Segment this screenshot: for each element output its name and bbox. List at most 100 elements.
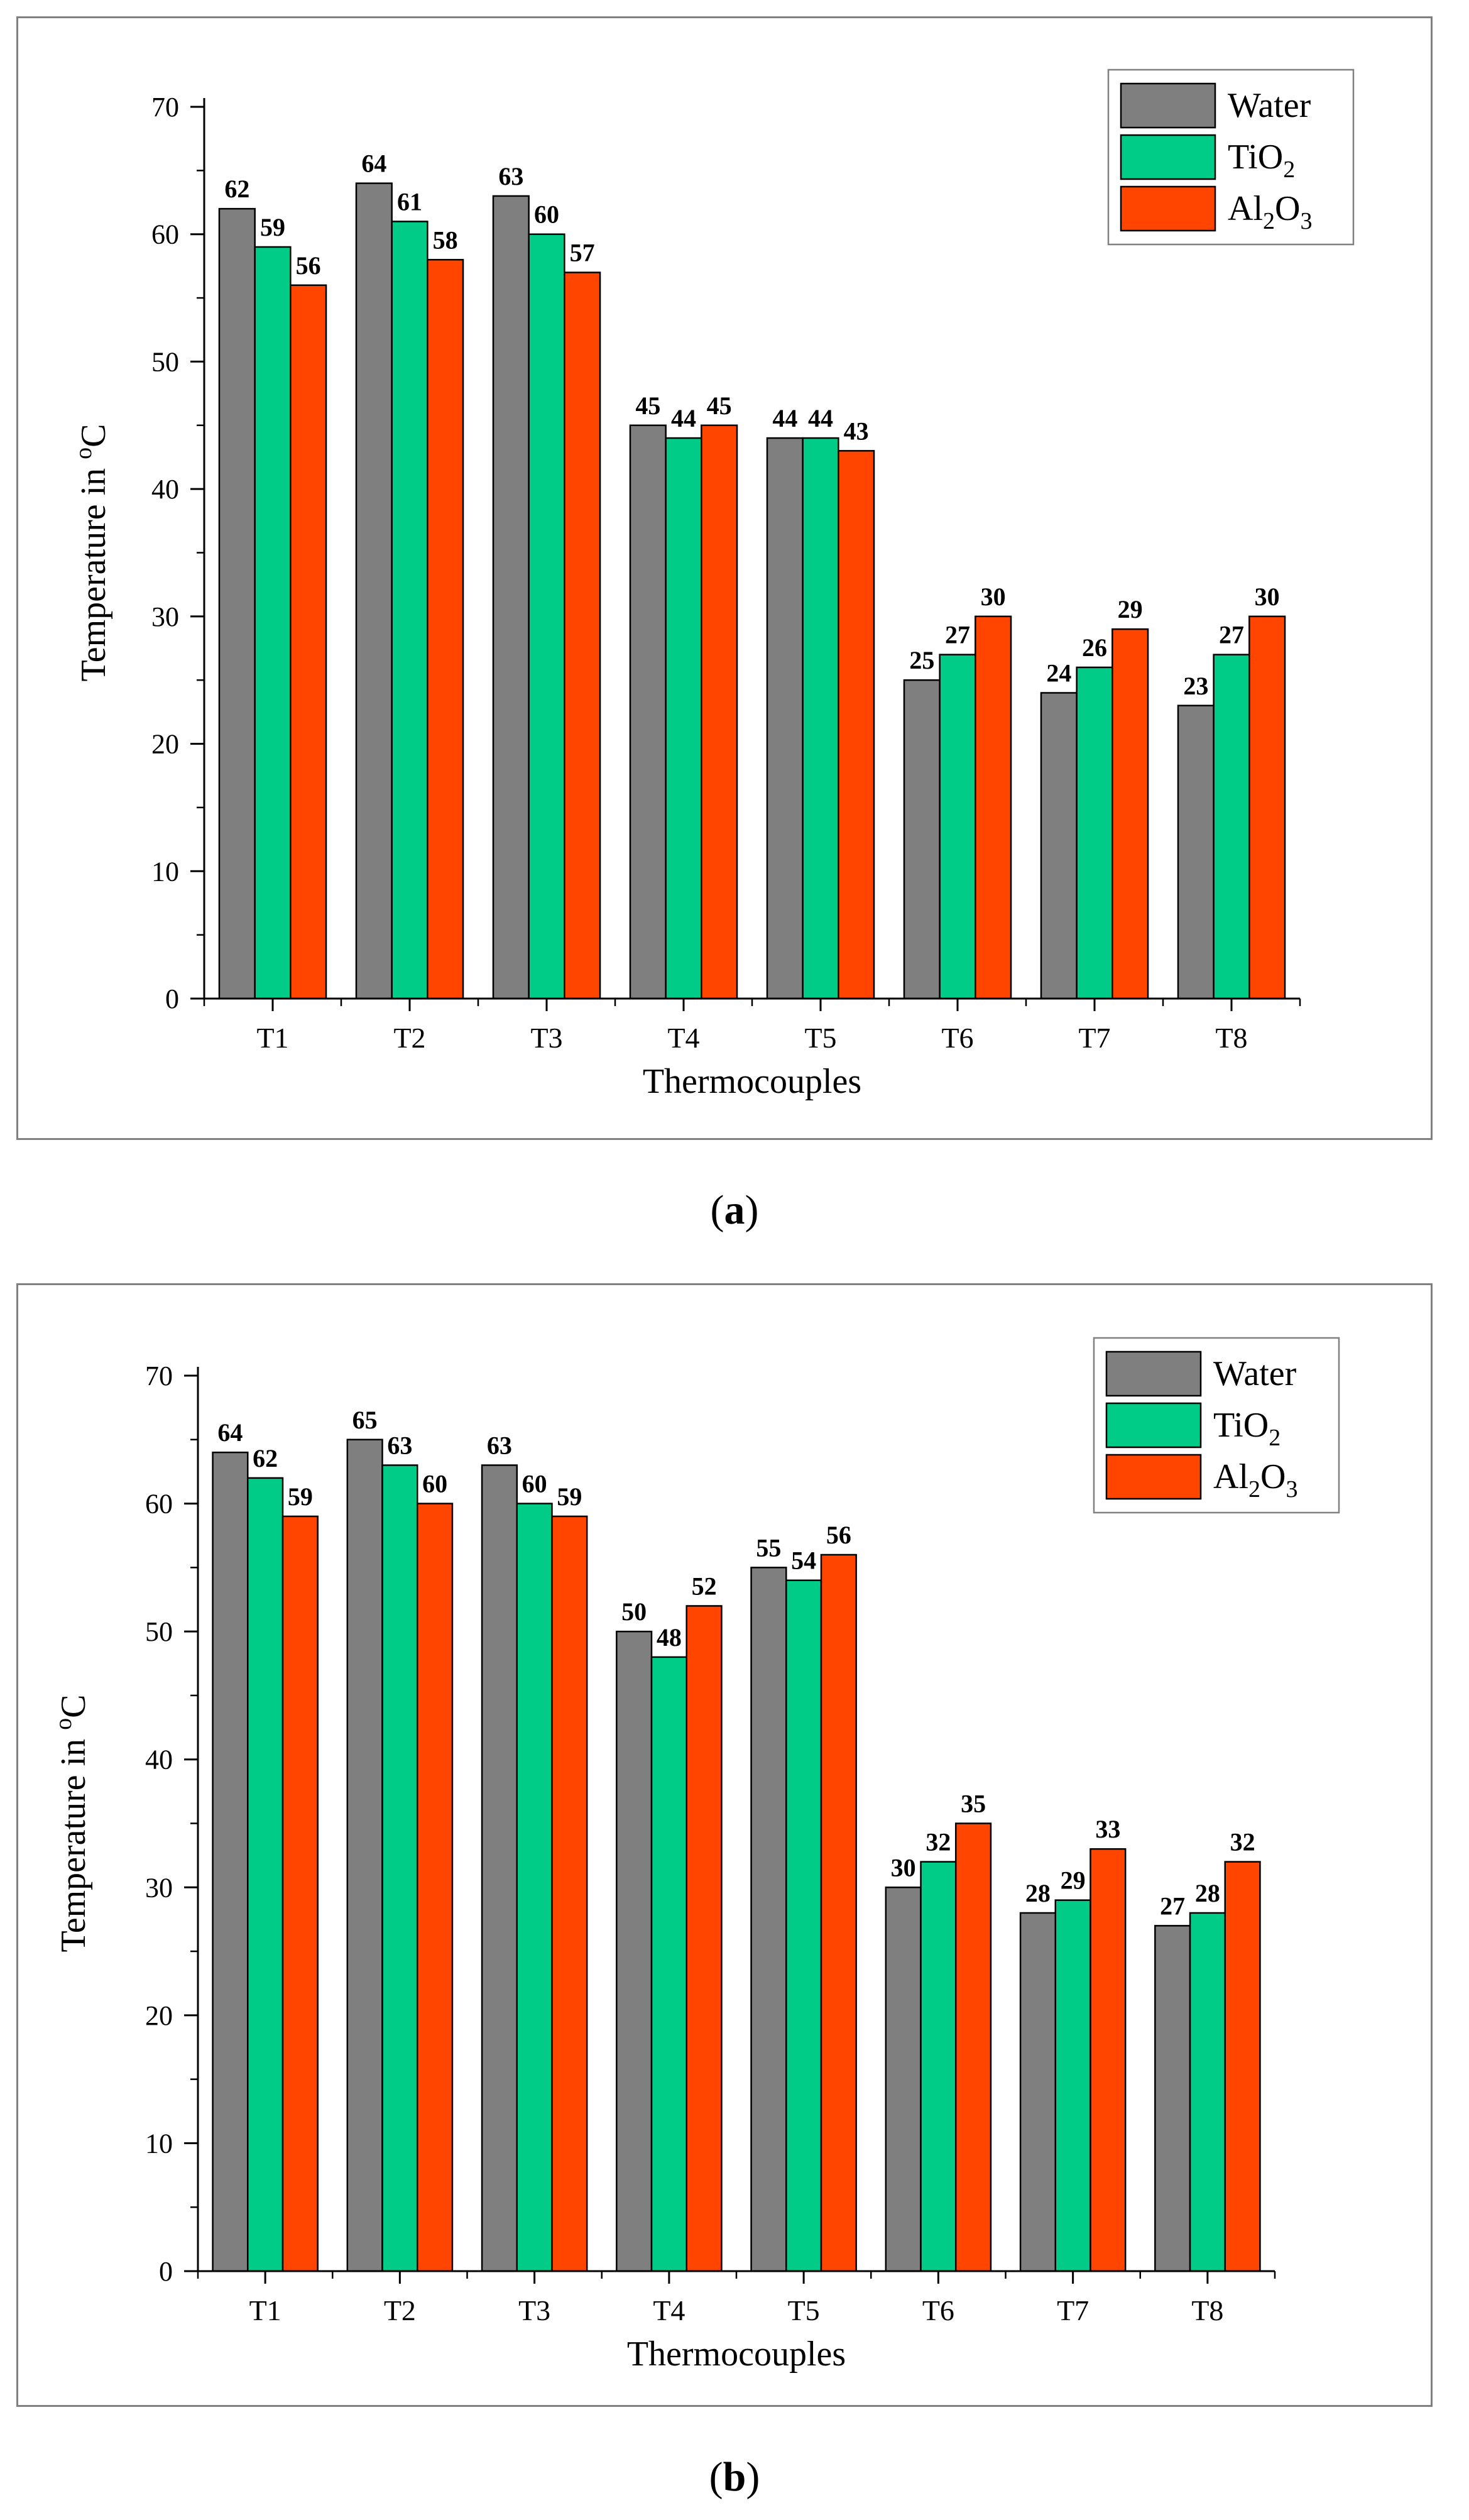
bar-TiO2-T5	[785, 1579, 822, 2272]
legend-swatch-Water	[1105, 1350, 1202, 1397]
bar-TiO2-T4	[650, 1656, 687, 2272]
value-label-Al2O3-T6: 30	[981, 583, 1006, 611]
bar-TiO2-T2	[381, 1464, 418, 2272]
bar-TiO2-T8	[1189, 1912, 1226, 2272]
y-axis-title: Temperature in oC	[70, 424, 113, 681]
bar-Water-T2	[355, 182, 393, 1000]
legend-swatch-Water	[1120, 82, 1216, 129]
y-tick-label-10: 10	[145, 2128, 173, 2159]
bar-TiO2-T7	[1076, 666, 1113, 1000]
x-tick-label-T2: T2	[384, 2294, 416, 2326]
value-label-Al2O3-T3: 57	[570, 239, 595, 267]
bar-Al2O3-T2	[427, 259, 464, 1000]
bar-Water-T5	[766, 437, 804, 1000]
bar-Al2O3-T2	[416, 1503, 454, 2272]
value-label-TiO2-T2: 63	[387, 1432, 412, 1460]
bar-TiO2-T6	[939, 654, 976, 1000]
bar-Water-T3	[481, 1464, 518, 2272]
value-label-TiO2-T2: 61	[397, 187, 422, 216]
y-tick-label-40: 40	[145, 1745, 173, 1775]
bar-TiO2-T7	[1054, 1899, 1091, 2272]
value-label-TiO2-T6: 32	[926, 1828, 951, 1856]
value-label-TiO2-T8: 27	[1219, 621, 1244, 649]
legend-label-Al2O3: Al2O3	[1228, 189, 1312, 234]
bar-Water-T7	[1019, 1912, 1057, 2272]
bar-Water-T4	[616, 1630, 653, 2272]
bar-Water-T2	[346, 1438, 383, 2272]
value-label-TiO2-T1: 62	[253, 1444, 278, 1472]
bar-Al2O3-T5	[838, 450, 875, 1000]
bar-Water-T8	[1177, 704, 1215, 1000]
value-label-Al2O3-T5: 56	[826, 1521, 851, 1549]
bar-Water-T8	[1154, 1925, 1191, 2272]
value-label-Al2O3-T7: 29	[1118, 595, 1143, 623]
legend: Water TiO2 Al2O3	[1107, 68, 1355, 246]
value-label-Water-T2: 64	[361, 150, 386, 178]
value-label-Water-T7: 24	[1046, 659, 1071, 687]
y-tick-label-0: 0	[159, 2256, 173, 2287]
value-label-TiO2-T7: 26	[1082, 633, 1107, 662]
bar-Al2O3-T3	[551, 1515, 588, 2272]
y-tick-label-20: 20	[151, 729, 179, 760]
x-tick-label-T4: T4	[653, 2294, 685, 2326]
bar-chart-b: 64 65 63 50 55 30 28 27 62 63 60 48 54 32 29 28 59 60 59 52…	[50, 1337, 1340, 2374]
y-axis-title-sup: o	[70, 447, 97, 459]
x-tick-label-T8: T8	[1215, 1022, 1247, 1054]
bar-Al2O3-T5	[820, 1553, 857, 2272]
y-tick-label-70: 70	[151, 92, 179, 123]
bar-TiO2-T8	[1213, 654, 1250, 1000]
x-tick-label-T6: T6	[922, 2294, 954, 2326]
bar-Water-T1	[212, 1451, 249, 2272]
bar-TiO2-T2	[391, 221, 429, 1000]
value-label-Al2O3-T6: 35	[961, 1790, 986, 1818]
caption-a-label: a	[724, 1187, 745, 1233]
y-tick-label-50: 50	[151, 346, 179, 377]
bar-Al2O3-T8	[1224, 1861, 1261, 2272]
bar-TiO2-T1	[254, 246, 292, 1000]
bar-Water-T6	[885, 1887, 922, 2272]
legend-label-TiO2: TiO2	[1213, 1406, 1281, 1451]
caption-b: (b)	[709, 2454, 760, 2500]
bar-Water-T1	[218, 207, 256, 1000]
x-tick-label-T4: T4	[667, 1022, 699, 1054]
value-label-Al2O3-T2: 60	[422, 1470, 447, 1498]
y-tick-label-30: 30	[151, 601, 179, 632]
bar-Water-T7	[1040, 692, 1078, 1000]
x-tick-label-T3: T3	[518, 2294, 550, 2326]
y-tick-label-0: 0	[165, 983, 179, 1014]
bar-Al2O3-T3	[564, 271, 601, 1000]
x-tick-label-T5: T5	[804, 1022, 836, 1054]
bar-TiO2-T1	[247, 1477, 284, 2272]
legend-label-Water: Water	[1228, 86, 1311, 125]
value-label-Al2O3-T4: 52	[692, 1572, 717, 1600]
bar-TiO2-T6	[920, 1861, 957, 2272]
bar-Al2O3-T7	[1089, 1848, 1127, 2272]
caption-a: (a)	[710, 1187, 759, 1233]
y-tick-label-20: 20	[145, 2000, 173, 2031]
value-label-Al2O3-T1: 56	[296, 251, 321, 280]
value-label-Water-T1: 64	[217, 1418, 243, 1447]
bar-Al2O3-T1	[281, 1515, 319, 2272]
y-tick-label-60: 60	[151, 219, 179, 250]
x-axis-title: Thermocouples	[643, 1062, 861, 1101]
legend-swatch-TiO2	[1120, 134, 1216, 180]
legend-swatch-Al2O3	[1105, 1454, 1202, 1500]
value-label-Water-T4: 45	[635, 392, 660, 420]
value-label-TiO2-T8: 28	[1195, 1879, 1220, 1907]
value-label-Water-T5: 44	[772, 404, 797, 432]
x-tick-label-T7: T7	[1078, 1022, 1110, 1054]
bar-Water-T3	[492, 195, 530, 1000]
x-tick-label-T1: T1	[256, 1022, 288, 1054]
y-axis-title-sup: o	[50, 1718, 77, 1730]
legend-label-Water: Water	[1213, 1354, 1297, 1393]
value-label-Water-T1: 62	[224, 175, 249, 203]
bar-Al2O3-T7	[1111, 628, 1149, 1000]
legend-label-TiO2: TiO2	[1228, 138, 1295, 183]
value-label-TiO2-T6: 27	[945, 621, 970, 649]
value-label-Al2O3-T1: 59	[288, 1482, 313, 1511]
value-label-TiO2-T3: 60	[534, 200, 559, 229]
legend-swatch-TiO2	[1105, 1402, 1202, 1449]
bar-Al2O3-T4	[701, 424, 738, 1000]
x-tick-label-T2: T2	[393, 1022, 425, 1054]
bar-Al2O3-T1	[290, 284, 327, 1000]
